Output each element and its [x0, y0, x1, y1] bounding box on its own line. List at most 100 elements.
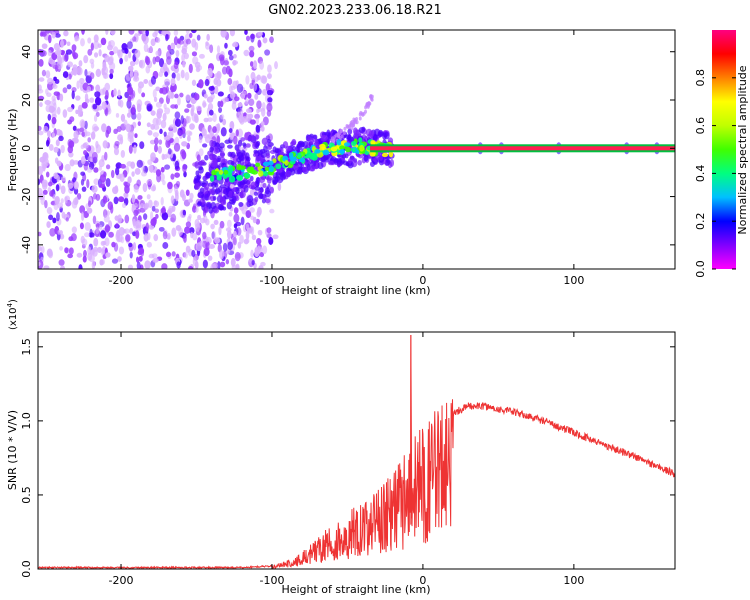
spectrogram-cell — [238, 202, 244, 207]
spectrogram-cell — [92, 247, 99, 252]
spectrogram-cell — [161, 263, 168, 269]
spectrogram-cell — [150, 38, 156, 47]
spectrogram-cell — [199, 53, 205, 59]
spectrogram-cell — [59, 246, 63, 251]
spectrogram-cell — [56, 106, 61, 115]
x-tick-label: -100 — [259, 574, 284, 587]
spectrogram-cell — [326, 129, 331, 138]
spectrogram-cell — [210, 201, 217, 210]
spectrogram-cell — [99, 183, 106, 189]
spectrogram-cell — [95, 111, 100, 117]
spectrogram-cell — [240, 216, 245, 226]
spectrogram-cell — [339, 145, 346, 150]
spectrogram-cell — [256, 100, 262, 109]
spectrogram-cell — [58, 135, 64, 142]
spectrogram-cell — [198, 79, 204, 89]
spectrogram-cell — [44, 199, 48, 209]
spectrogram-cell — [86, 85, 92, 93]
spectrogram-cell — [92, 215, 97, 225]
spectrogram-cell — [128, 130, 135, 138]
spectrogram-cell — [358, 126, 366, 134]
spectrogram-cell — [154, 144, 158, 153]
spectrogram-cell — [210, 181, 217, 189]
spectrogram-cell — [72, 137, 79, 144]
spectrogram-cell — [74, 35, 80, 42]
spectrogram-cell — [167, 130, 174, 139]
spectrogram-cell — [343, 126, 347, 131]
spectrogram-cell — [187, 265, 194, 269]
spectrogram-cell — [348, 136, 354, 143]
spectrogram-cell — [133, 144, 137, 154]
spectrogram-cell — [115, 167, 120, 176]
spectrogram-cell — [170, 42, 176, 51]
spectrogram-cell — [155, 50, 160, 57]
spectrogram-cell — [206, 203, 212, 208]
spectrogram-cell — [258, 170, 264, 177]
spectrogram-cell — [150, 123, 156, 130]
spectrogram-cell — [158, 226, 165, 232]
spectrogram-cell — [206, 96, 214, 103]
spectrogram-cell — [208, 244, 215, 249]
spectrogram-cell — [137, 250, 143, 256]
spectrogram-cell — [125, 73, 132, 81]
spectrogram-cell — [224, 194, 230, 200]
spectrogram-cell — [237, 139, 243, 147]
x-tick-label: -200 — [109, 574, 134, 587]
spectrogram-cell — [121, 202, 127, 209]
spectrogram-cell — [159, 87, 164, 94]
spectrogram-cell — [222, 187, 230, 195]
spectrogram-cell — [275, 163, 282, 170]
spectrogram-cell — [220, 30, 227, 38]
spectrogram-cell — [228, 175, 236, 183]
spectrogram-cell — [57, 202, 64, 209]
spectrogram-cell — [284, 159, 289, 166]
spectrogram-cell — [254, 93, 259, 100]
spectrogram-cell — [90, 131, 96, 140]
colorbar-tick-label: 0.0 — [694, 260, 707, 278]
spectrogram-cell — [262, 88, 267, 96]
spectrogram-cell — [259, 252, 265, 258]
spectrogram-cell — [109, 50, 115, 56]
spectrogram-cell — [238, 114, 244, 124]
spectrogram-cell — [250, 71, 256, 81]
spectrogram-cell — [87, 200, 92, 208]
spectrogram-cell — [350, 126, 354, 131]
spectrogram-cell — [217, 186, 222, 193]
spectrogram-cell — [109, 68, 114, 75]
spectrogram-cell — [216, 123, 221, 132]
spectrogram-cell — [128, 242, 133, 248]
spectrogram-cell — [204, 192, 209, 201]
spectrogram-cell — [147, 199, 153, 209]
spectrogram-cell — [254, 76, 259, 82]
spectrogram-cell — [389, 158, 395, 167]
spectrogram-cell — [134, 49, 141, 58]
spectrogram-cell — [191, 38, 197, 48]
spectrogram-cell — [54, 197, 60, 206]
spectrogram-cell — [90, 42, 94, 51]
spectrogram-cell — [184, 251, 188, 259]
spectrogram-cell — [204, 78, 210, 87]
spectrogram-cell — [232, 195, 237, 204]
spectrogram-cell — [46, 130, 52, 138]
spectrogram-cell — [249, 50, 255, 58]
spectrogram-cell — [236, 83, 244, 93]
spectrogram-cell — [127, 264, 134, 269]
spectrogram-cell — [146, 232, 151, 241]
spectrogram-cell — [105, 177, 111, 187]
spectrogram-cell — [272, 234, 279, 240]
spectrogram-cell — [141, 171, 147, 177]
spectrogram-cell — [124, 184, 130, 194]
spectrogram-cell — [302, 166, 308, 173]
spectrogram-cell — [196, 154, 201, 162]
spectrogram-cell — [276, 176, 284, 184]
spectrogram-cell — [173, 30, 179, 36]
spectrogram-cell — [155, 101, 162, 108]
spectrogram-cell — [117, 256, 122, 262]
spectrogram-cell — [59, 57, 65, 63]
spectrogram-cell — [91, 185, 98, 193]
spectrogram-cell — [176, 72, 181, 82]
spectrogram-cell — [266, 73, 272, 79]
spectrogram-cell — [191, 51, 198, 57]
spectrogram-cell — [126, 161, 133, 167]
